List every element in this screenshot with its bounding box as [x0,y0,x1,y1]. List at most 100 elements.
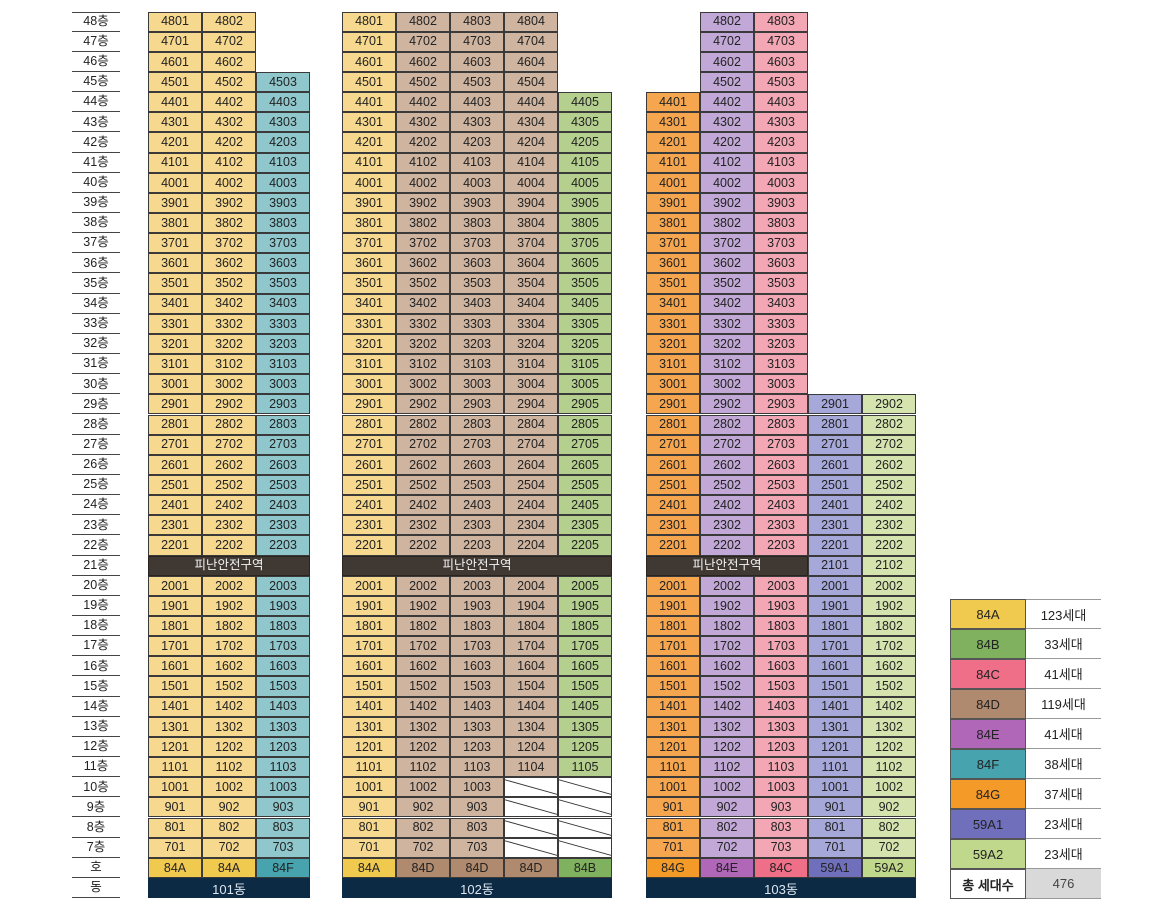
unit-cell: 4001 [148,172,202,193]
unit-cell: 4102 [396,152,450,173]
unit-cell: 1002 [700,777,754,798]
unit-cell: 4701 [342,31,396,52]
unit-cell: 3803 [754,213,808,234]
legend-swatch: 84G [950,779,1026,809]
unit-cell: 2905 [558,394,612,415]
unit-cell: 4203 [256,132,310,153]
unit-cell: 1301 [646,716,700,737]
unit-cell: 1501 [646,676,700,697]
unit-cell: 3305 [558,313,612,334]
floor-label: 13층 [72,717,120,737]
floor-label: 28층 [72,415,120,435]
unit-cell: 901 [808,797,862,818]
unit-type-cell: 84A [148,857,202,878]
unit-cell: 3102 [202,354,256,375]
unit-cell: 2201 [148,535,202,556]
unit-cell: 1804 [504,616,558,637]
unit-cell: 2302 [700,515,754,536]
unit-cell: 3105 [558,354,612,375]
unit-cell: 2801 [808,414,862,435]
unit-cell: 2303 [256,515,310,536]
unit-cell: 2601 [148,454,202,475]
unit-cell: 1203 [754,736,808,758]
unit-cell: 2703 [754,434,808,455]
unit-cell: 3304 [504,313,558,334]
unit-cell: 1302 [396,716,450,737]
building-name: 103동 [646,877,916,899]
unit-cell: 3201 [342,333,396,355]
unit-cell: 3502 [202,273,256,294]
unit-cell: 3903 [256,192,310,213]
unit-cell: 3301 [646,313,700,334]
unit-cell: 1401 [148,696,202,717]
floor-label: 34층 [72,294,120,314]
unit-cell: 2004 [504,575,558,596]
unit-cell: 3703 [754,233,808,254]
unit-cell: 3903 [450,192,504,213]
unit-cell: 3001 [148,374,202,395]
unit-cell: 4202 [700,132,754,153]
unit-cell: 1405 [558,696,612,717]
unit-cell: 802 [202,817,256,838]
unit-cell: 2701 [342,434,396,455]
unit-type-cell: 84D [504,857,558,878]
unit-cell: 1402 [202,696,256,717]
unit-cell: 1101 [808,757,862,778]
unit-cell: 1801 [646,616,700,637]
unit-cell: 1102 [700,757,754,778]
unit-cell: 3901 [342,192,396,213]
unit-cell: 1303 [754,716,808,737]
unit-cell: 2903 [256,394,310,415]
unit-cell: 4502 [700,71,754,93]
unit-cell: 2301 [646,515,700,536]
unit-cell: 1501 [342,676,396,697]
unit-cell: 3602 [202,253,256,274]
unit-cell: 3905 [558,192,612,213]
unit-cell: 3801 [342,213,396,234]
unit-cell: 4402 [396,92,450,113]
unit-cell: 4204 [504,132,558,153]
empty-unit-hatch [558,797,612,818]
unit-cell: 1402 [700,696,754,717]
legend-count: 38세대 [1026,749,1101,779]
unit-cell: 1101 [342,757,396,778]
unit-cell: 3802 [700,213,754,234]
floor-label: 9층 [72,797,120,818]
unit-cell: 702 [202,837,256,858]
unit-cell: 1601 [342,656,396,677]
unit-cell: 4703 [754,31,808,52]
unit-cell: 3501 [148,273,202,294]
unit-cell: 4102 [700,152,754,173]
unit-cell: 3803 [450,213,504,234]
unit-cell: 3402 [396,293,450,314]
unit-cell: 2802 [202,414,256,435]
unit-cell: 4203 [754,132,808,153]
unit-cell: 1601 [148,656,202,677]
unit-cell: 4002 [202,172,256,193]
unit-cell: 3204 [504,333,558,355]
unit-cell: 4502 [202,71,256,93]
refuge-zone-band: 피난안전구역 [342,555,612,576]
floor-label: 7층 [72,838,120,858]
unit-cell: 803 [256,817,310,838]
unit-cell: 3302 [700,313,754,334]
unit-cell: 1803 [256,616,310,637]
unit-cell: 3702 [700,233,754,254]
unit-type-cell: 84A [202,857,256,878]
unit-cell: 1702 [202,636,256,657]
unit-cell: 3702 [396,233,450,254]
unit-cell: 3205 [558,333,612,355]
unit-cell: 1404 [504,696,558,717]
unit-cell: 2605 [558,454,612,475]
unit-cell: 3201 [646,333,700,355]
unit-cell: 1001 [148,777,202,798]
unit-cell: 2003 [450,575,504,596]
unit-cell: 1902 [700,595,754,616]
unit-cell: 1204 [504,736,558,758]
unit-cell: 2401 [646,495,700,516]
unit-cell: 1201 [808,736,862,758]
unit-cell: 801 [808,817,862,838]
unit-cell: 2403 [754,495,808,516]
unit-cell: 1403 [450,696,504,717]
floor-label: 21층 [72,556,120,576]
